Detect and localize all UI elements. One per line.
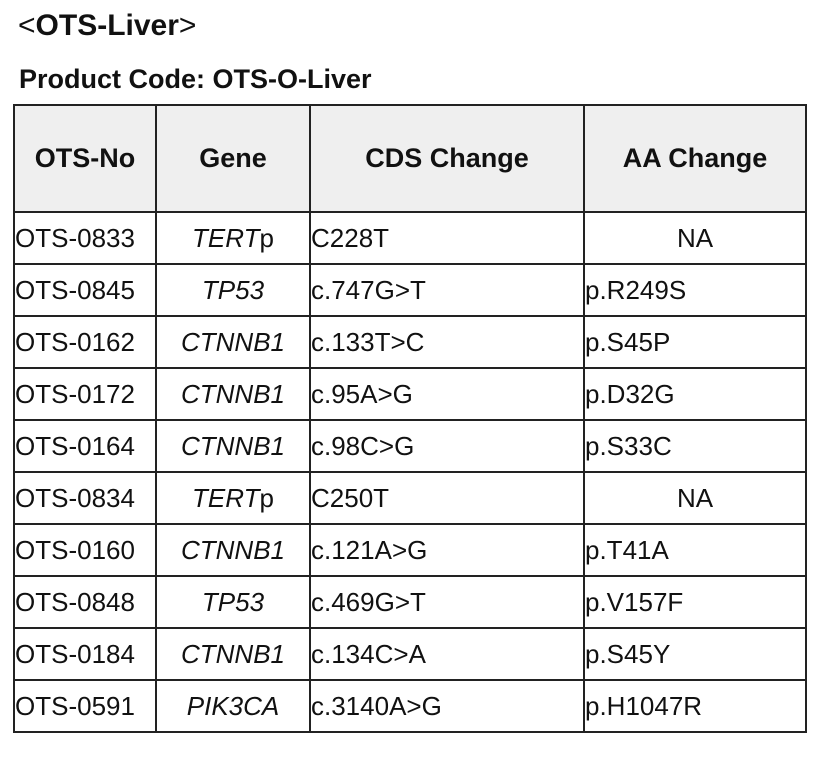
gene-symbol: CTNNB1 xyxy=(180,534,285,565)
table-row: OTS-0164 CTNNB1 c.98C>G p.S33C xyxy=(13,419,807,473)
header-cds-change: CDS Change xyxy=(309,104,585,213)
gene-symbol: CTNNB1 xyxy=(180,378,285,409)
cell-gene: CTNNB1 xyxy=(155,419,311,473)
cell-cds-change: c.98C>G xyxy=(309,419,585,473)
cell-ots-no: OTS-0164 xyxy=(13,419,157,473)
cell-aa-change: p.H1047R xyxy=(583,679,807,733)
cell-ots-no: OTS-0834 xyxy=(13,471,157,525)
page-title: <OTS-Liver> xyxy=(18,6,196,46)
cell-gene: CTNNB1 xyxy=(155,523,311,577)
cell-gene: TP53 xyxy=(155,263,311,317)
mutation-table: OTS-No Gene CDS Change AA Change OTS-083… xyxy=(13,104,807,733)
gene-symbol: CTNNB1 xyxy=(180,638,285,669)
cell-aa-change: p.S45Y xyxy=(583,627,807,681)
gene-symbol: TP53 xyxy=(201,586,265,617)
cell-cds-change: c.747G>T xyxy=(309,263,585,317)
title-text: OTS-Liver xyxy=(35,9,179,42)
cell-gene: TP53 xyxy=(155,575,311,629)
cell-cds-change: c.3140A>G xyxy=(309,679,585,733)
table-row: OTS-0591 PIK3CA c.3140A>G p.H1047R xyxy=(13,679,807,733)
cell-ots-no: OTS-0172 xyxy=(13,367,157,421)
gene-symbol: TP53 xyxy=(201,274,265,305)
cell-ots-no: OTS-0184 xyxy=(13,627,157,681)
cell-aa-change: p.D32G xyxy=(583,367,807,421)
table-row: OTS-0845 TP53 c.747G>T p.R249S xyxy=(13,263,807,317)
cell-aa-change: p.V157F xyxy=(583,575,807,629)
header-aa-change: AA Change xyxy=(583,104,807,213)
cell-gene: PIK3CA xyxy=(155,679,311,733)
cell-gene: TERTp xyxy=(155,211,311,265)
cell-ots-no: OTS-0833 xyxy=(13,211,157,265)
header-gene: Gene xyxy=(155,104,311,213)
cell-cds-change: C250T xyxy=(309,471,585,525)
title-open-bracket: < xyxy=(18,9,36,42)
cell-gene: CTNNB1 xyxy=(155,367,311,421)
table-row: OTS-0162 CTNNB1 c.133T>C p.S45P xyxy=(13,315,807,369)
cell-ots-no: OTS-0162 xyxy=(13,315,157,369)
gene-suffix: p xyxy=(259,482,274,513)
table-header-row: OTS-No Gene CDS Change AA Change xyxy=(13,104,807,213)
cell-ots-no: OTS-0848 xyxy=(13,575,157,629)
cell-aa-change: NA xyxy=(583,211,807,265)
gene-symbol: PIK3CA xyxy=(186,690,280,721)
cell-cds-change: c.133T>C xyxy=(309,315,585,369)
cell-ots-no: OTS-0845 xyxy=(13,263,157,317)
table-row: OTS-0160 CTNNB1 c.121A>G p.T41A xyxy=(13,523,807,577)
cell-gene: CTNNB1 xyxy=(155,627,311,681)
cell-aa-change: p.S33C xyxy=(583,419,807,473)
gene-symbol: TERT xyxy=(192,222,260,253)
table-row: OTS-0848 TP53 c.469G>T p.V157F xyxy=(13,575,807,629)
cell-aa-change: p.R249S xyxy=(583,263,807,317)
gene-symbol: TERT xyxy=(192,482,260,513)
table-row: OTS-0172 CTNNB1 c.95A>G p.D32G xyxy=(13,367,807,421)
gene-symbol: CTNNB1 xyxy=(180,326,285,357)
table-row: OTS-0184 CTNNB1 c.134C>A p.S45Y xyxy=(13,627,807,681)
header-ots-no: OTS-No xyxy=(13,104,157,213)
cell-aa-change: NA xyxy=(583,471,807,525)
cell-cds-change: C228T xyxy=(309,211,585,265)
table-body: OTS-0833 TERTp C228T NA OTS-0845 TP53 c.747G>T… xyxy=(13,211,807,733)
cell-ots-no: OTS-0591 xyxy=(13,679,157,733)
title-close-bracket: > xyxy=(178,9,197,42)
gene-suffix: p xyxy=(259,222,274,253)
product-code: Product Code: OTS-O-Liver xyxy=(19,64,372,94)
gene-symbol: CTNNB1 xyxy=(180,430,285,461)
cell-gene: TERTp xyxy=(155,471,311,525)
table-row: OTS-0834 TERTp C250T NA xyxy=(13,471,807,525)
cell-gene: CTNNB1 xyxy=(155,315,311,369)
cell-aa-change: p.T41A xyxy=(583,523,807,577)
cell-cds-change: c.121A>G xyxy=(309,523,585,577)
cell-cds-change: c.134C>A xyxy=(309,627,585,681)
cell-aa-change: p.S45P xyxy=(583,315,807,369)
cell-cds-change: c.95A>G xyxy=(309,367,585,421)
cell-ots-no: OTS-0160 xyxy=(13,523,157,577)
cell-cds-change: c.469G>T xyxy=(309,575,585,629)
table-row: OTS-0833 TERTp C228T NA xyxy=(13,211,807,265)
